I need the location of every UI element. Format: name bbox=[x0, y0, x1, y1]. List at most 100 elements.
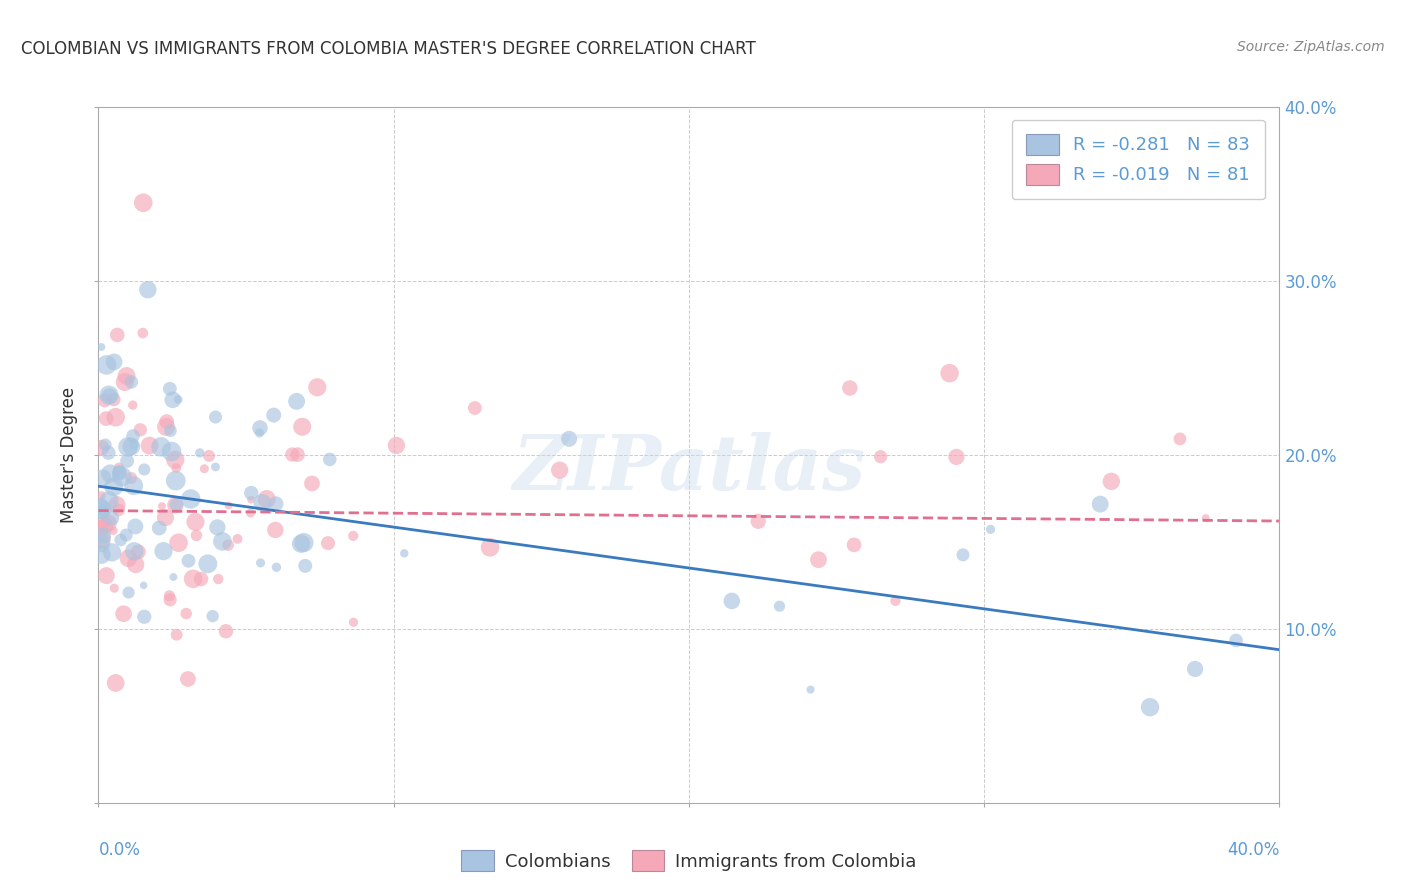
Point bbox=[110, 533, 132, 547]
Point bbox=[125, 558, 148, 572]
Point bbox=[1090, 497, 1112, 511]
Point bbox=[122, 479, 145, 493]
Point bbox=[479, 541, 502, 555]
Point bbox=[1099, 475, 1122, 489]
Point bbox=[307, 380, 329, 394]
Point bbox=[90, 489, 112, 503]
Point bbox=[101, 545, 124, 559]
Point bbox=[249, 425, 271, 440]
Point bbox=[838, 381, 860, 395]
Point bbox=[91, 505, 114, 519]
Point bbox=[120, 375, 142, 389]
Point bbox=[93, 393, 115, 408]
Point bbox=[111, 469, 134, 483]
Point bbox=[114, 375, 136, 389]
Point bbox=[166, 628, 188, 642]
Y-axis label: Master's Degree: Master's Degree bbox=[60, 387, 79, 523]
Point bbox=[294, 558, 316, 573]
Point bbox=[720, 594, 742, 608]
Point bbox=[558, 432, 581, 446]
Point bbox=[97, 446, 120, 460]
Point bbox=[100, 511, 122, 525]
Point bbox=[122, 437, 145, 451]
Point bbox=[120, 471, 142, 485]
Point bbox=[186, 528, 208, 542]
Point bbox=[108, 460, 131, 475]
Point bbox=[104, 676, 127, 690]
Point bbox=[103, 581, 125, 595]
Point bbox=[342, 529, 364, 543]
Point bbox=[104, 410, 127, 425]
Point bbox=[138, 439, 160, 453]
Point bbox=[167, 392, 190, 407]
Point bbox=[91, 471, 114, 485]
Point bbox=[249, 556, 271, 570]
Point bbox=[197, 557, 219, 571]
Point bbox=[264, 523, 287, 537]
Point bbox=[226, 532, 249, 546]
Point bbox=[96, 568, 118, 582]
Point bbox=[980, 522, 1002, 536]
Point bbox=[96, 411, 118, 425]
Point bbox=[884, 594, 907, 608]
Point bbox=[1168, 432, 1191, 446]
Point bbox=[103, 480, 125, 494]
Point bbox=[90, 548, 112, 562]
Legend: Colombians, Immigrants from Colombia: Colombians, Immigrants from Colombia bbox=[454, 843, 924, 879]
Point bbox=[240, 492, 263, 507]
Point bbox=[342, 615, 364, 630]
Point bbox=[98, 467, 121, 481]
Point bbox=[215, 624, 238, 639]
Point bbox=[938, 366, 960, 380]
Point bbox=[103, 392, 125, 407]
Point bbox=[190, 572, 212, 586]
Point bbox=[159, 382, 181, 396]
Point bbox=[285, 394, 308, 409]
Point bbox=[842, 538, 865, 552]
Point bbox=[120, 440, 142, 454]
Point bbox=[155, 420, 177, 434]
Point bbox=[204, 460, 226, 475]
Point bbox=[105, 327, 128, 342]
Point bbox=[117, 440, 139, 454]
Point bbox=[162, 392, 184, 407]
Point bbox=[165, 498, 187, 512]
Point bbox=[945, 450, 967, 464]
Point bbox=[1195, 511, 1218, 525]
Point bbox=[98, 389, 121, 403]
Point bbox=[156, 415, 179, 429]
Point bbox=[91, 504, 114, 518]
Point bbox=[165, 461, 187, 475]
Point bbox=[94, 438, 117, 452]
Point bbox=[105, 498, 128, 512]
Point bbox=[157, 589, 180, 603]
Point bbox=[108, 465, 131, 479]
Point bbox=[869, 450, 891, 464]
Point bbox=[239, 506, 262, 520]
Point bbox=[90, 499, 112, 513]
Point bbox=[129, 423, 152, 437]
Point bbox=[124, 519, 146, 533]
Point bbox=[287, 448, 309, 462]
Point bbox=[184, 515, 207, 529]
Point bbox=[301, 476, 323, 491]
Point bbox=[198, 449, 221, 463]
Point bbox=[97, 493, 120, 508]
Point bbox=[93, 518, 115, 533]
Text: 0.0%: 0.0% bbox=[98, 841, 141, 859]
Point bbox=[132, 195, 155, 210]
Point bbox=[115, 368, 138, 383]
Point bbox=[747, 514, 769, 528]
Point bbox=[952, 548, 974, 562]
Point bbox=[207, 520, 229, 534]
Point bbox=[292, 535, 315, 549]
Point bbox=[204, 410, 226, 425]
Text: COLOMBIAN VS IMMIGRANTS FROM COLOMBIA MASTER'S DEGREE CORRELATION CHART: COLOMBIAN VS IMMIGRANTS FROM COLOMBIA MA… bbox=[21, 40, 756, 58]
Point bbox=[96, 358, 118, 372]
Point bbox=[249, 421, 271, 435]
Point bbox=[201, 609, 224, 624]
Point bbox=[152, 544, 174, 558]
Point bbox=[252, 496, 274, 510]
Point bbox=[115, 454, 138, 468]
Point bbox=[162, 570, 184, 584]
